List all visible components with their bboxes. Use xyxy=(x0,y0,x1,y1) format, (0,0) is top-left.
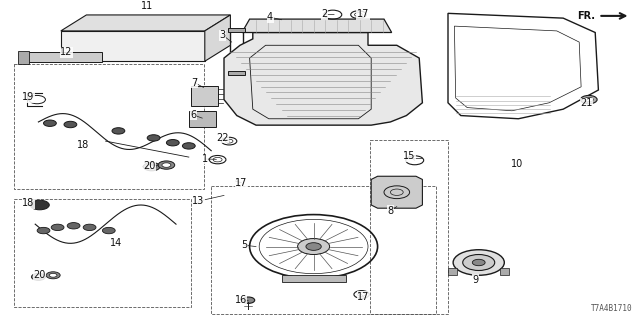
Circle shape xyxy=(112,128,125,134)
Polygon shape xyxy=(61,15,230,31)
Circle shape xyxy=(306,243,321,250)
Circle shape xyxy=(580,95,597,104)
Circle shape xyxy=(182,143,195,149)
Text: 11: 11 xyxy=(141,1,154,11)
Text: 1: 1 xyxy=(202,154,208,164)
Text: 15: 15 xyxy=(403,151,416,161)
Circle shape xyxy=(49,273,57,277)
Text: 2: 2 xyxy=(321,9,328,19)
Text: 8: 8 xyxy=(387,206,394,216)
Circle shape xyxy=(143,163,160,171)
Bar xyxy=(370,140,448,314)
Bar xyxy=(228,71,245,75)
Polygon shape xyxy=(242,19,392,33)
Text: 21: 21 xyxy=(580,99,593,108)
Polygon shape xyxy=(224,33,422,125)
Text: 17: 17 xyxy=(357,292,370,302)
Text: 19: 19 xyxy=(22,92,35,102)
Polygon shape xyxy=(19,52,102,62)
Bar xyxy=(448,268,457,275)
Circle shape xyxy=(31,273,45,280)
Polygon shape xyxy=(205,15,230,61)
Polygon shape xyxy=(61,31,205,61)
Text: 13: 13 xyxy=(192,196,205,206)
Circle shape xyxy=(463,254,495,270)
Text: 17: 17 xyxy=(235,178,248,188)
Text: 6: 6 xyxy=(190,110,196,120)
Text: 22: 22 xyxy=(216,133,228,143)
Text: 18: 18 xyxy=(22,198,35,208)
Text: 20: 20 xyxy=(33,270,46,280)
Circle shape xyxy=(83,224,96,230)
Circle shape xyxy=(162,163,171,167)
Circle shape xyxy=(158,161,175,169)
Circle shape xyxy=(298,238,330,254)
Circle shape xyxy=(147,135,160,141)
Circle shape xyxy=(166,140,179,146)
Bar xyxy=(18,51,29,64)
Circle shape xyxy=(472,259,485,266)
Circle shape xyxy=(67,223,80,229)
Circle shape xyxy=(46,272,60,279)
Text: 4: 4 xyxy=(267,12,273,22)
Text: 5: 5 xyxy=(241,240,248,250)
Bar xyxy=(500,268,509,275)
Circle shape xyxy=(51,224,64,230)
Text: 12: 12 xyxy=(60,47,73,57)
Text: 10: 10 xyxy=(511,159,524,169)
Polygon shape xyxy=(371,176,422,208)
Bar xyxy=(228,28,245,32)
Circle shape xyxy=(453,250,504,275)
Circle shape xyxy=(35,275,42,279)
Text: 3: 3 xyxy=(220,30,226,40)
Bar xyxy=(282,275,346,282)
Circle shape xyxy=(147,164,156,169)
Text: 16: 16 xyxy=(234,294,247,305)
Text: T7A4B1710: T7A4B1710 xyxy=(591,304,632,313)
Circle shape xyxy=(44,120,56,126)
Text: FR.: FR. xyxy=(577,11,595,21)
Text: 20: 20 xyxy=(143,161,156,171)
Bar xyxy=(14,64,204,189)
Bar xyxy=(211,186,436,314)
Circle shape xyxy=(37,228,50,234)
Text: 7: 7 xyxy=(191,78,198,88)
Circle shape xyxy=(102,228,115,234)
Polygon shape xyxy=(189,111,216,127)
Text: 9: 9 xyxy=(472,275,479,285)
Circle shape xyxy=(64,121,77,128)
Text: 14: 14 xyxy=(110,238,123,248)
Circle shape xyxy=(584,97,593,102)
Circle shape xyxy=(242,297,255,303)
Polygon shape xyxy=(191,86,218,106)
Bar xyxy=(14,199,191,307)
Circle shape xyxy=(30,200,49,210)
Text: 17: 17 xyxy=(356,9,369,19)
Text: 18: 18 xyxy=(77,140,90,150)
